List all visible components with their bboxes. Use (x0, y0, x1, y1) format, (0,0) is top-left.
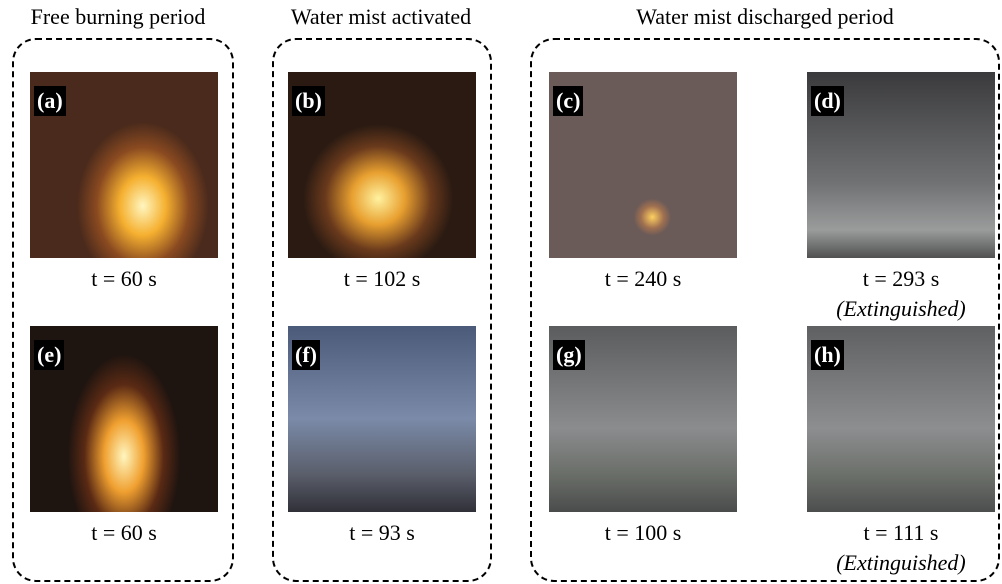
photo: (g) (549, 326, 737, 512)
caption: t = 240 s (604, 266, 682, 291)
caption: t = 102 s (343, 266, 421, 291)
panel-label: (a) (34, 86, 66, 116)
photo: (d) (807, 72, 995, 258)
group-box (272, 38, 492, 582)
caption: t = 100 s (604, 520, 682, 545)
note: (Extinguished) (836, 550, 966, 575)
note: (Extinguished) (836, 296, 966, 321)
panel-label: (f) (292, 340, 320, 370)
column-header: Water mist activated (290, 4, 472, 29)
caption: t = 60 s (91, 266, 157, 291)
group-box (12, 38, 234, 582)
caption: t = 93 s (349, 520, 415, 545)
column-header: Free burning period (30, 4, 206, 29)
panel-label: (c) (553, 86, 584, 116)
panel-label: (h) (811, 340, 844, 370)
group-box (530, 38, 1000, 582)
caption: t = 111 s (863, 520, 939, 545)
photo: (f) (288, 326, 476, 512)
panel-label: (e) (34, 340, 65, 370)
photo: (h) (807, 326, 995, 512)
photo: (b) (288, 72, 476, 258)
photo: (e) (30, 326, 218, 512)
panel-label: (g) (553, 340, 585, 370)
photo: (a) (30, 72, 218, 258)
caption: t = 293 s (862, 266, 940, 291)
column-header: Water mist discharged period (636, 4, 894, 29)
photo: (c) (549, 72, 737, 258)
panel-label: (b) (292, 86, 325, 116)
panel-label: (d) (811, 86, 844, 116)
caption: t = 60 s (91, 520, 157, 545)
